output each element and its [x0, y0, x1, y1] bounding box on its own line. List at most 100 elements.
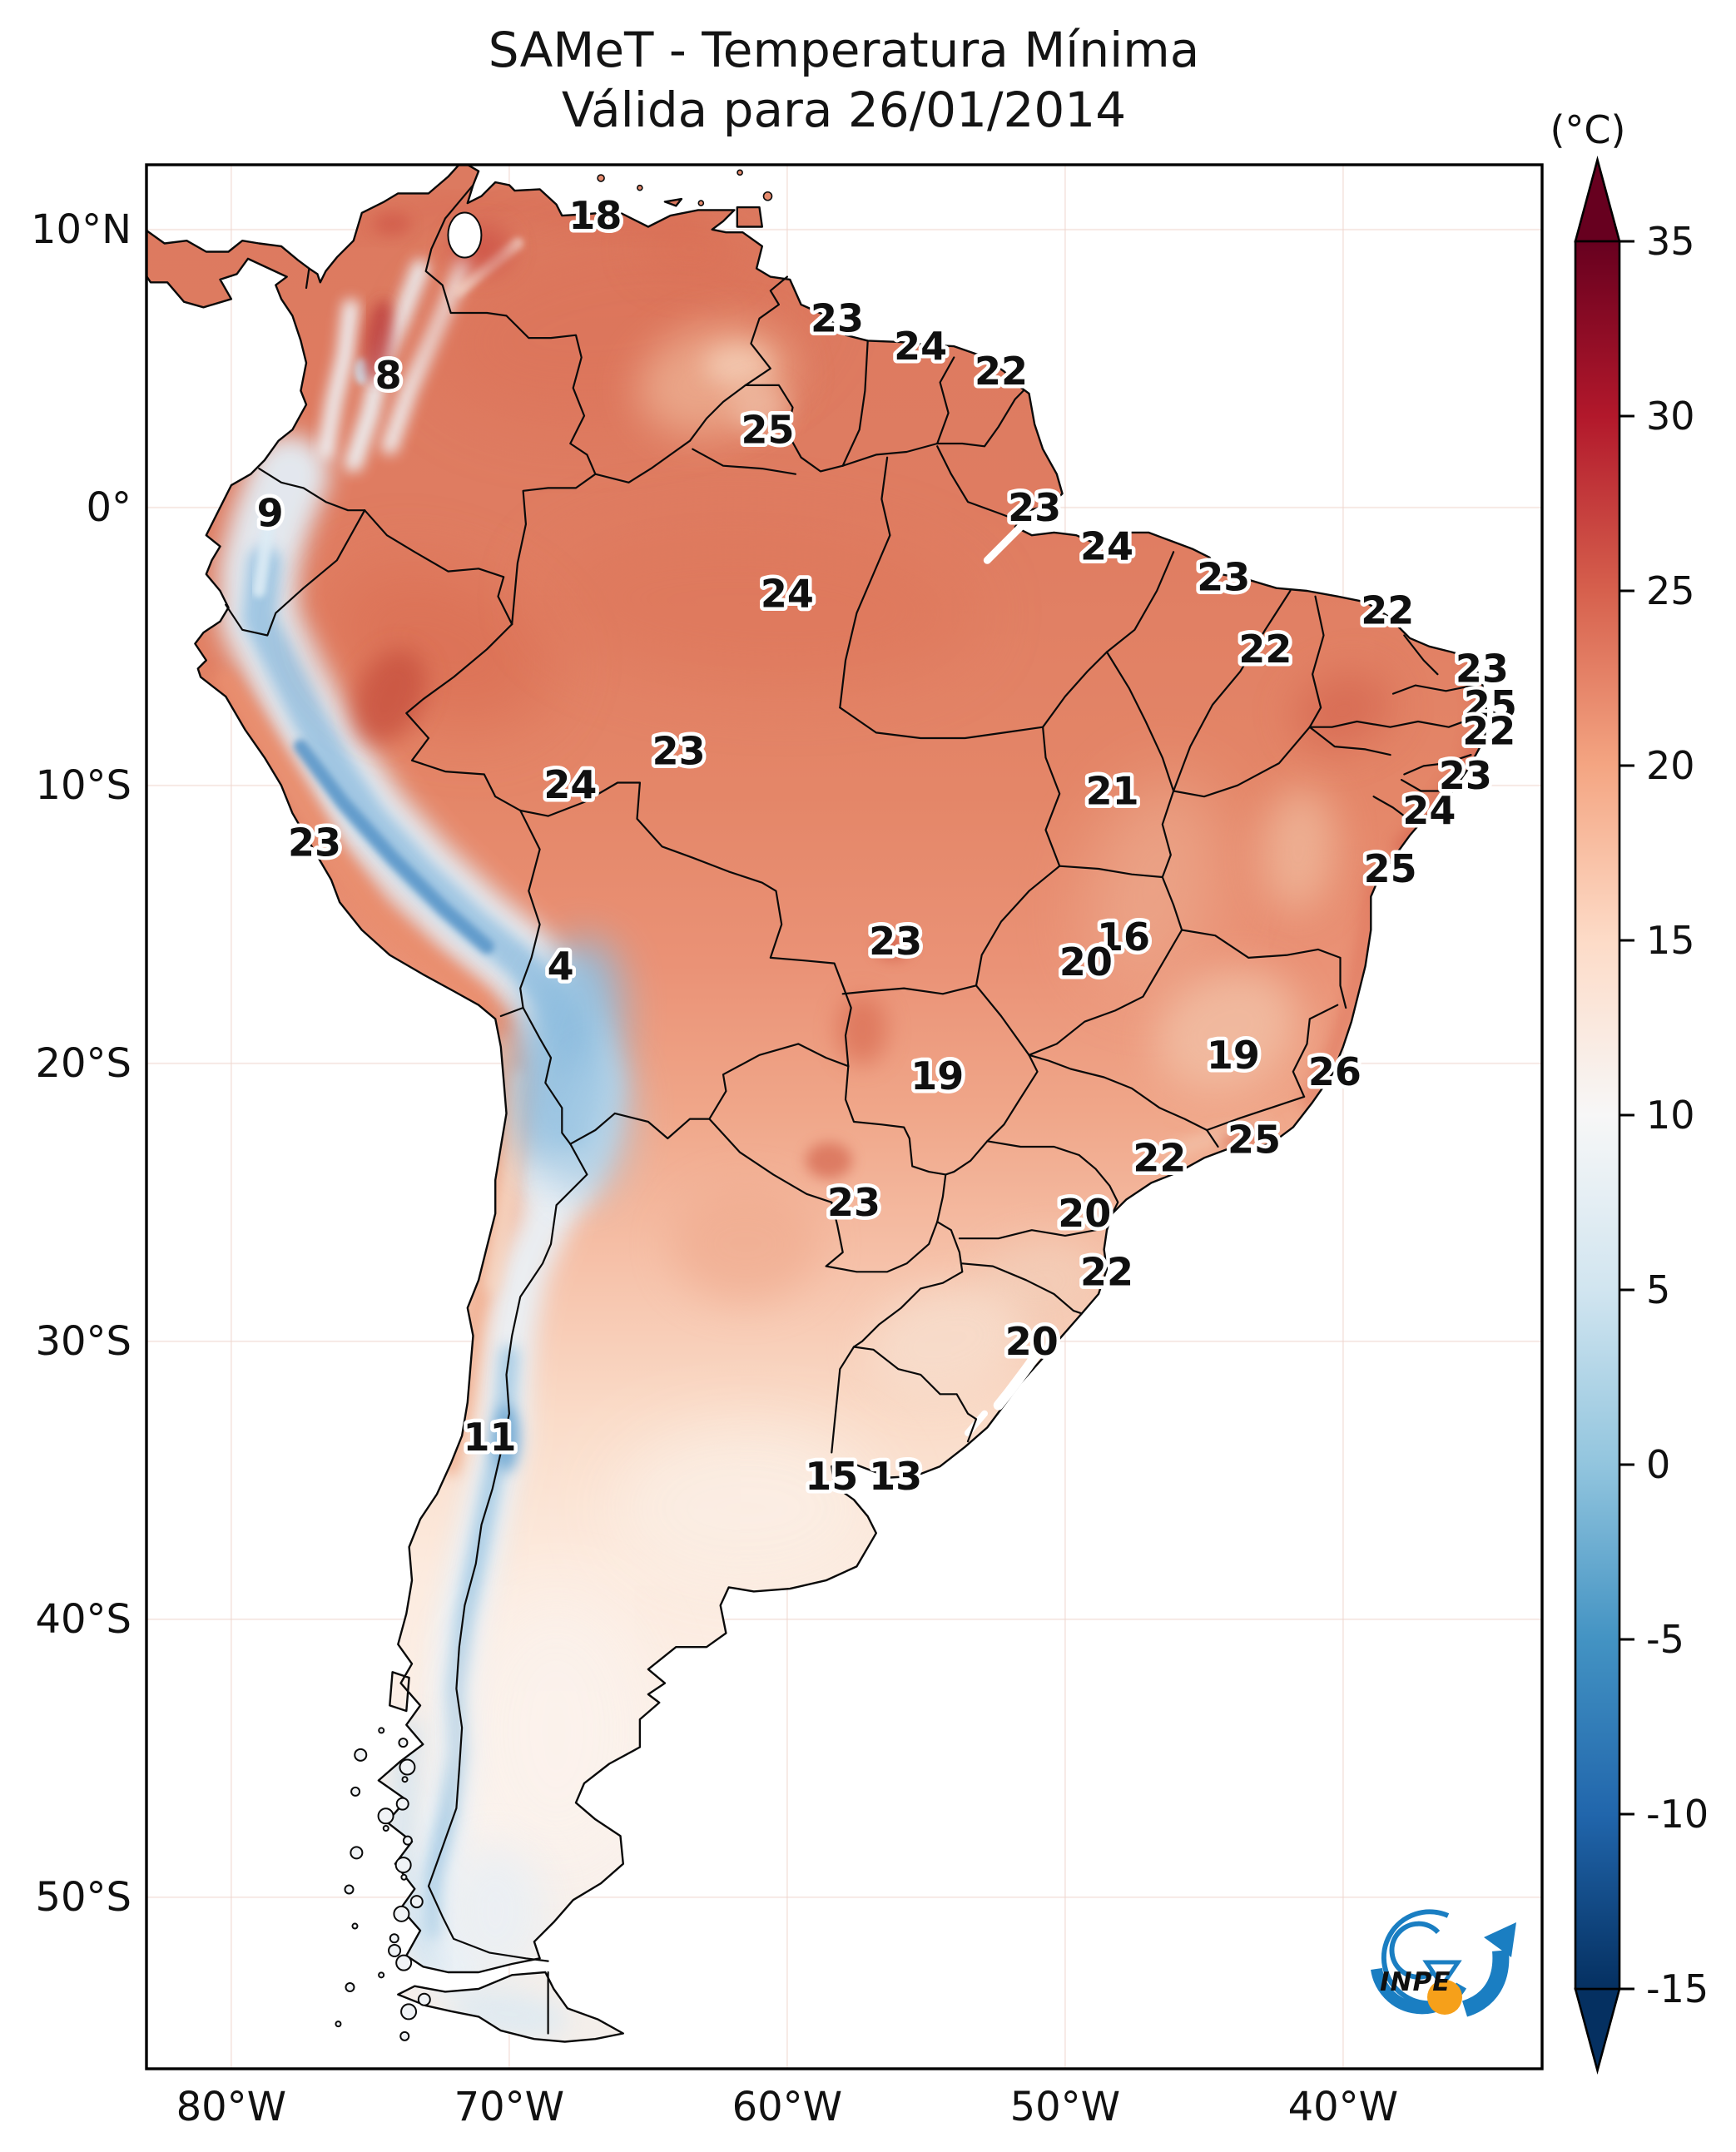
fjord-island — [398, 1738, 409, 1748]
fjord-island — [378, 1971, 385, 1979]
border-line — [1206, 1095, 1306, 1132]
border-line — [844, 1065, 947, 1223]
inpe-logo-down-arrow-icon — [1422, 1960, 1462, 1990]
water-channel — [983, 495, 1061, 564]
border-line — [511, 473, 597, 626]
fjord-island — [394, 1857, 412, 1874]
fjord-island — [388, 1943, 402, 1957]
temperature-label: 22 — [1361, 588, 1414, 632]
fjord-island — [401, 1776, 409, 1783]
inpe-logo-text: INPE — [1380, 1967, 1451, 1997]
border-line — [958, 1226, 1109, 1240]
border-line — [975, 865, 1061, 987]
temperature-label: 22 — [1238, 627, 1292, 672]
fjord-island — [344, 1884, 355, 1895]
longitude-axis-labels: 80°W 70°W 60°W 50°W 40°W — [176, 2084, 1399, 2130]
border-line — [1059, 865, 1163, 879]
colorbar-tick-label: 25 — [1646, 568, 1695, 613]
temperature-label: 23 — [1197, 554, 1250, 599]
temperature-label: 19 — [1207, 1033, 1260, 1078]
border-line — [1206, 1128, 1219, 1148]
shading-stroke — [317, 299, 360, 460]
border-line — [405, 623, 522, 811]
fjord-island — [409, 1895, 424, 1909]
colorbar-tick-label: 20 — [1646, 743, 1695, 788]
shading-blob — [1261, 786, 1337, 912]
colorbar-tick-labels: 35 30 25 20 15 10 5 0 -5 -10 -15 — [1619, 219, 1709, 2011]
colorbar-tick-label: 30 — [1646, 394, 1695, 439]
small-island — [637, 184, 643, 191]
shading-blob — [1221, 1128, 1271, 1149]
border-line — [424, 184, 597, 475]
temperature-label: 24 — [543, 762, 597, 807]
border-line — [945, 1054, 1039, 1176]
border-line — [519, 809, 541, 1009]
temperature-label: 23 — [288, 820, 341, 865]
border-line — [1042, 651, 1109, 728]
temperature-label: 25 — [1228, 1118, 1281, 1163]
x-axis-tick-label: 70°W — [454, 2084, 565, 2130]
shading-stroke — [293, 739, 494, 954]
border-line — [522, 1006, 572, 1145]
temperature-label: 20 — [1005, 1319, 1059, 1364]
colorbar-tick-label: 35 — [1646, 219, 1695, 264]
temperature-label: 23 — [827, 1180, 880, 1225]
y-axis-tick-label: 10°N — [31, 206, 131, 253]
fjord-island — [378, 1727, 385, 1734]
fjord-island — [350, 1786, 361, 1797]
fjord-island — [395, 1954, 413, 1971]
border-line — [708, 1043, 850, 1120]
border-line — [305, 267, 310, 290]
temperature-label: 24 — [894, 324, 947, 369]
fjord-island — [399, 2031, 410, 2041]
border-line — [1028, 929, 1183, 1056]
small-island — [762, 191, 773, 201]
colorbar-gradient-bar — [1574, 240, 1621, 1991]
inpe-logo: INPE — [1371, 1909, 1516, 2017]
border-line — [1403, 634, 1439, 676]
x-axis-tick-label: 60°W — [732, 2084, 843, 2130]
border-line — [961, 1262, 1083, 1315]
border-line — [986, 1140, 1119, 1215]
border-line — [841, 442, 939, 467]
temperature-label: 23 — [1008, 485, 1061, 530]
border-line — [708, 1118, 939, 1273]
temperature-label: 25 — [741, 407, 794, 452]
temperature-label: 22 — [1080, 1249, 1133, 1294]
colorbar-tick-label: -15 — [1646, 1966, 1709, 2011]
coastline-outline — [146, 165, 1488, 2043]
water-channel — [965, 1410, 988, 1436]
border-line — [852, 1346, 978, 1443]
border-line — [1308, 715, 1481, 728]
temperature-label: 25 — [1364, 846, 1417, 891]
border-line — [1391, 684, 1475, 695]
border-line — [692, 448, 796, 475]
border-line — [1372, 796, 1416, 826]
border-line — [499, 1006, 524, 1018]
shading-blob — [867, 1285, 1024, 1398]
small-island — [697, 200, 705, 206]
temperature-label: 9 — [257, 491, 284, 536]
border-line — [1403, 754, 1472, 776]
border-line — [1308, 726, 1391, 756]
colorbar-tick-label: 15 — [1646, 918, 1695, 963]
border-line — [1105, 551, 1175, 653]
border-line — [1028, 1054, 1208, 1132]
temperature-label: 4 — [548, 944, 574, 989]
border-line — [1042, 726, 1061, 867]
map-title: SAMeT - Temperatura Mínima — [489, 22, 1200, 78]
temperature-label: 23 — [652, 728, 706, 773]
y-axis-tick-label: 0° — [86, 484, 131, 531]
border-line — [744, 275, 788, 386]
temperature-label: 19 — [910, 1054, 964, 1098]
border-line — [744, 384, 844, 473]
x-axis-tick-label: 40°W — [1288, 2084, 1399, 2130]
shading-blob — [703, 345, 771, 387]
colorbar-tick-label: -10 — [1646, 1792, 1709, 1837]
fjord-island — [389, 1933, 399, 1944]
temperature-label: 23 — [1456, 647, 1509, 692]
border-line — [519, 781, 852, 1068]
colorbar-unit-label: (°C) — [1550, 107, 1625, 152]
shading-blob — [1087, 776, 1221, 989]
shading-blob — [364, 299, 394, 382]
